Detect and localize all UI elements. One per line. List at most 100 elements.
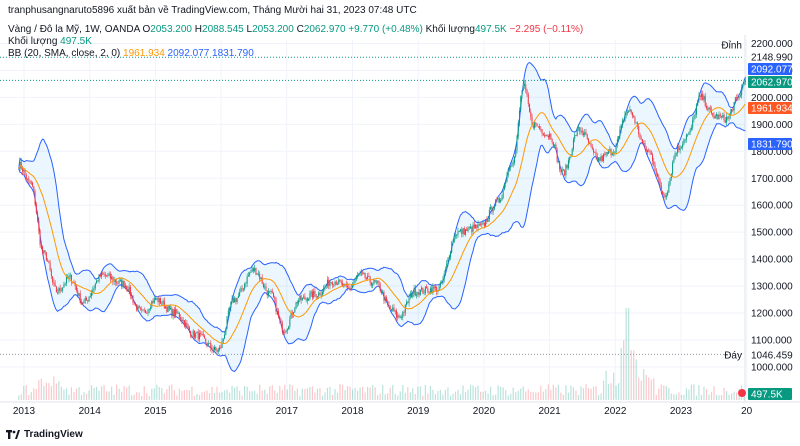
candle-body: [211, 348, 213, 351]
volume-bar: [329, 386, 331, 400]
volume-bar: [85, 393, 88, 400]
price-tick-label: 1400.000: [751, 255, 793, 266]
candle-body: [476, 224, 478, 228]
lower-band-tag: 1831.790: [751, 140, 793, 151]
candle-body: [679, 148, 681, 150]
candle-body: [620, 124, 622, 130]
volume-bar: [497, 385, 499, 400]
candle-body: [64, 283, 66, 285]
candle-body: [60, 290, 62, 292]
candle-body: [255, 267, 257, 275]
candle-body: [517, 123, 519, 137]
volume-bar: [424, 384, 426, 400]
candle-body: [274, 297, 276, 300]
volume-bar: [128, 385, 130, 400]
candle-body: [596, 156, 598, 161]
candle-body: [516, 136, 518, 151]
candle-body: [443, 273, 445, 280]
volume-bar: [131, 395, 133, 400]
candle-body: [586, 134, 588, 140]
volume-bar: [339, 384, 341, 400]
candle-body: [488, 209, 490, 220]
candle-body: [231, 298, 233, 302]
tradingview-footer[interactable]: TradingView: [6, 429, 83, 440]
candle-body: [144, 310, 146, 313]
candle-body: [44, 250, 46, 253]
volume-bar: [223, 390, 226, 400]
volume-change: −2.295 (−0.11%): [509, 24, 584, 35]
candle-body: [722, 114, 724, 118]
volume-bar: [336, 392, 339, 400]
volume-bar: [487, 393, 489, 400]
candle-body: [29, 180, 31, 184]
candle-body: [122, 280, 124, 287]
candle-body: [354, 279, 356, 283]
candle-body: [401, 317, 403, 318]
candle-body: [495, 199, 497, 206]
candle-body: [478, 223, 480, 225]
volume-bar: [168, 385, 170, 400]
candle-body: [728, 116, 730, 119]
volume-legend[interactable]: Khối lượng 497.5K: [8, 36, 92, 47]
candle-body: [225, 327, 227, 335]
candle-body: [434, 286, 436, 289]
bb-legend[interactable]: BB (20, SMA, close, 2, 0) 1961.934 2092.…: [8, 48, 254, 59]
volume-bar: [75, 388, 78, 400]
volume-bar: [68, 394, 70, 400]
candle-body: [675, 153, 677, 154]
candle-body: [650, 151, 652, 155]
candle-body: [192, 330, 194, 337]
candle-body: [330, 282, 332, 284]
candle-body: [55, 286, 57, 293]
candle-body: [564, 170, 566, 176]
volume-bar: [490, 386, 492, 400]
time-axis[interactable]: 2013 2014 2015 2016 2017 2018 2019 2020 2021 2022…: [13, 406, 753, 417]
volume-bar: [123, 385, 125, 400]
candle-body: [732, 109, 734, 111]
volume-bar: [111, 386, 113, 400]
candle-body: [399, 317, 401, 318]
volume-bar: [103, 385, 105, 400]
volume-bar: [710, 392, 713, 400]
volume-bar: [377, 395, 379, 400]
candle-body: [408, 297, 410, 303]
candle-body: [348, 287, 350, 289]
candle-body: [594, 152, 596, 154]
candle-body: [654, 164, 656, 171]
volume-bar: [462, 385, 464, 400]
volume-bar: [43, 386, 45, 400]
candle-body: [388, 305, 390, 307]
volume-bar: [53, 376, 55, 400]
candle-body: [579, 127, 581, 132]
time-tick-label: 2022: [604, 406, 627, 417]
candle-body: [580, 130, 582, 132]
candle-body: [689, 129, 691, 133]
candle-body: [660, 185, 662, 192]
candle-body: [175, 309, 177, 316]
candle-body: [550, 133, 552, 140]
volume-bar: [482, 391, 484, 400]
volume-indicator-value: 497.5K: [60, 36, 92, 47]
volume-bar: [95, 386, 98, 400]
candle-body: [635, 122, 637, 124]
candle-body: [43, 250, 45, 253]
volume-bar: [244, 385, 246, 400]
candle-body: [363, 272, 365, 274]
candle-body: [500, 199, 502, 203]
volume-bar: [231, 385, 233, 400]
price-axis[interactable]: 2200.0002100.0002000.0001900.0001800.000…: [751, 39, 793, 373]
candle-body: [398, 315, 400, 318]
volume-bar: [158, 386, 160, 400]
volume-bar: [434, 394, 437, 400]
price-tick-label: 1200.000: [751, 309, 793, 320]
candle-body: [394, 310, 396, 312]
symbol-legend[interactable]: Vàng / Đô la Mỹ, 1W, OANDA O2053.200 H20…: [8, 24, 583, 35]
volume-bar: [116, 384, 118, 400]
candle-body: [380, 290, 382, 294]
candle-body: [296, 301, 298, 304]
candle-body: [472, 224, 474, 232]
volume-bar: [80, 395, 83, 400]
candle-body: [267, 291, 269, 296]
candle-body: [350, 288, 352, 290]
